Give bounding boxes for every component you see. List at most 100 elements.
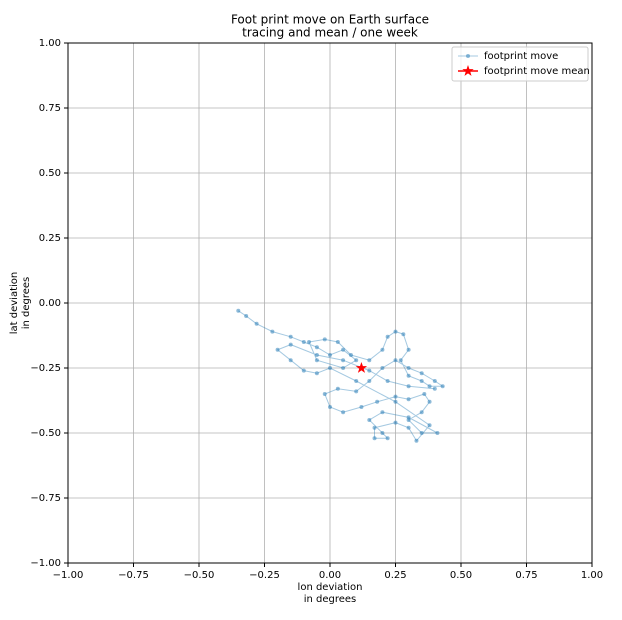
data-point — [335, 340, 340, 344]
x-tick-label: −0.75 — [118, 570, 149, 581]
data-point — [328, 366, 332, 370]
data-point — [322, 392, 327, 396]
data-point — [288, 334, 293, 339]
y-tick-label: 0.50 — [39, 168, 61, 179]
data-point — [301, 340, 306, 344]
data-point — [406, 373, 411, 378]
data-point — [380, 410, 385, 415]
data-point — [385, 436, 390, 441]
data-point — [393, 329, 398, 334]
data-point — [419, 410, 424, 415]
data-point — [244, 314, 249, 318]
data-point — [427, 423, 432, 428]
x-tick-label: −0.25 — [249, 570, 280, 581]
data-point — [359, 405, 364, 409]
data-point — [354, 358, 359, 363]
data-point — [393, 399, 398, 404]
data-point — [270, 329, 275, 334]
data-point — [427, 399, 432, 404]
x-axis-label: lon deviation — [298, 582, 363, 593]
data-point — [414, 438, 419, 443]
legend-marker — [462, 65, 474, 76]
y-tick-label: −0.50 — [30, 428, 61, 439]
x-tick-label: 0.00 — [319, 570, 341, 581]
data-point — [301, 368, 306, 373]
x-tick-label: 0.25 — [384, 570, 406, 581]
data-point — [354, 389, 359, 394]
data-point — [406, 366, 411, 370]
mean-marker — [355, 362, 368, 373]
data-point — [367, 358, 372, 363]
plot-frame — [67, 42, 593, 564]
data-point — [367, 418, 372, 422]
data-point — [328, 405, 332, 409]
data-point — [341, 366, 346, 370]
data-point — [314, 353, 319, 357]
data-point — [341, 358, 346, 363]
x-tick-label: 0.50 — [450, 570, 472, 581]
data-point — [375, 399, 380, 404]
x-axis-label: in degrees — [304, 594, 357, 605]
data-point — [432, 386, 437, 391]
data-point — [440, 384, 445, 389]
data-point — [435, 431, 440, 435]
data-point — [335, 386, 340, 391]
data-point — [380, 366, 385, 370]
y-tick-label: 0.25 — [39, 233, 61, 244]
data-point — [422, 392, 427, 396]
data-point — [406, 415, 411, 420]
legend-label: footprint move — [484, 51, 558, 62]
data-point — [348, 353, 353, 357]
data-point — [432, 379, 437, 383]
y-axis-label: lat deviation — [9, 272, 20, 335]
x-tick-label: −1.00 — [53, 570, 84, 581]
data-point — [393, 394, 398, 399]
data-point — [406, 425, 411, 430]
data-point — [341, 347, 346, 352]
data-point — [393, 358, 398, 363]
data-point — [401, 332, 406, 337]
legend-label: footprint move mean — [484, 66, 590, 77]
data-point — [236, 308, 241, 313]
data-point — [322, 337, 327, 342]
data-point — [307, 340, 312, 344]
data-point — [372, 436, 377, 441]
data-point — [419, 431, 424, 435]
y-tick-label: −1.00 — [30, 558, 61, 569]
data-point — [367, 368, 372, 373]
y-tick-label: −0.25 — [30, 363, 61, 374]
data-line — [238, 310, 445, 442]
data-point — [406, 397, 411, 402]
data-point — [427, 384, 432, 389]
data-point — [380, 347, 385, 352]
data-point — [385, 334, 390, 339]
chart-title: Foot print move on Earth surface — [231, 13, 429, 27]
data-point — [398, 358, 403, 363]
data-point — [288, 358, 293, 363]
data-point — [419, 371, 424, 376]
y-axis-label: in degrees — [21, 277, 32, 330]
chart-subtitle: tracing and mean / one week — [242, 26, 418, 40]
y-tick-label: 0.00 — [39, 298, 61, 309]
y-tick-label: 0.75 — [39, 103, 61, 114]
y-tick-label: 1.00 — [39, 38, 61, 49]
data-point — [380, 431, 385, 435]
data-point — [385, 379, 390, 383]
legend-box — [451, 46, 589, 82]
data-point — [314, 358, 319, 363]
data-point — [354, 379, 359, 383]
x-tick-label: 1.00 — [581, 570, 603, 581]
x-tick-label: −0.50 — [184, 570, 215, 581]
data-point — [406, 384, 411, 389]
data-point — [275, 347, 280, 352]
data-point — [314, 345, 319, 350]
data-point — [419, 379, 424, 383]
data-point — [254, 321, 259, 326]
data-point — [393, 420, 398, 425]
y-tick-label: −0.75 — [30, 493, 61, 504]
legend-marker — [466, 54, 470, 58]
data-point — [367, 379, 372, 383]
data-point — [406, 347, 411, 352]
x-tick-label: 0.75 — [515, 570, 537, 581]
